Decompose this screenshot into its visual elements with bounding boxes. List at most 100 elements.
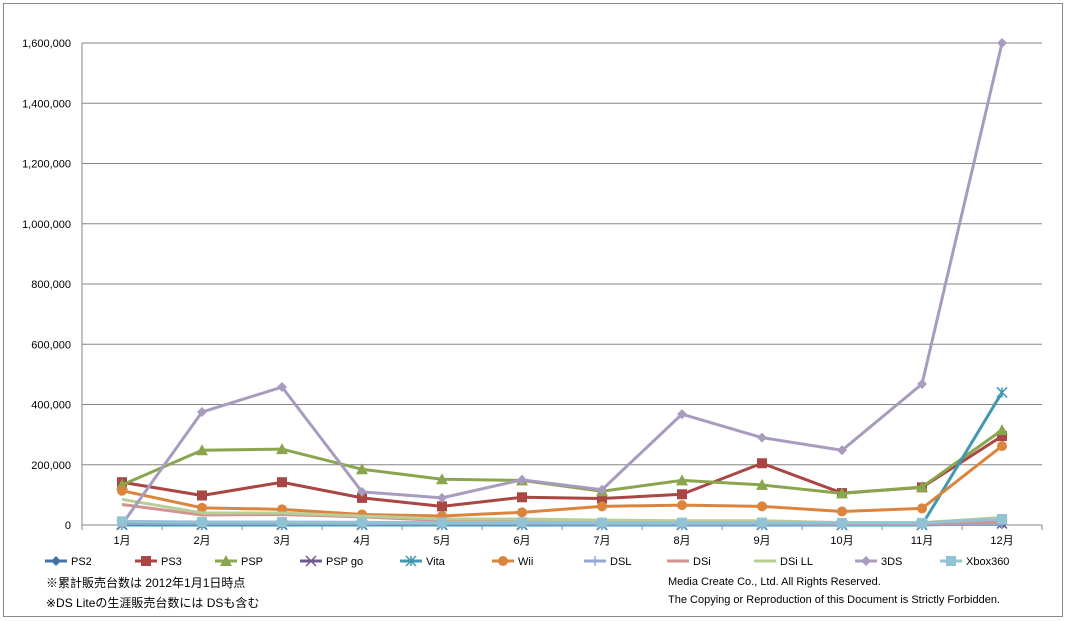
- legend-label-psp-go: PSP go: [326, 556, 363, 568]
- legend-label-wii: Wii: [518, 556, 533, 568]
- x-tick-label: 7月: [593, 535, 610, 547]
- chart-frame: [3, 3, 1063, 617]
- data-point-wii: [197, 502, 207, 513]
- data-point-psp: [756, 478, 768, 490]
- data-point-3ds: [437, 492, 447, 503]
- reproduction-notice: The Copying or Reproduction of this Docu…: [668, 594, 1000, 606]
- series-line-3ds: [120, 42, 1004, 526]
- y-tick-label: 0: [65, 520, 71, 532]
- data-point-3ds: [917, 379, 927, 390]
- y-tick-label: 1,200,000: [22, 159, 71, 171]
- data-point-wii: [517, 507, 527, 518]
- data-point-xbox360: [597, 517, 607, 528]
- data-point-wii: [757, 501, 767, 512]
- data-point-ps3: [597, 493, 607, 504]
- series-line-ps3: [121, 434, 1003, 508]
- data-point-xbox360: [437, 517, 447, 528]
- x-tick-label: 10月: [830, 535, 853, 547]
- x-tick-label: 2月: [193, 535, 210, 547]
- legend-marker-dsl: [590, 556, 600, 566]
- data-point-3ds: [197, 407, 207, 418]
- data-point-ps3: [757, 458, 767, 469]
- y-tick-label: 1,000,000: [22, 219, 71, 231]
- data-point-ps3: [277, 477, 287, 488]
- legend-label-psp: PSP: [241, 556, 263, 568]
- legend-label-dsi-ll: DSi LL: [780, 556, 813, 568]
- series-line-xbox360: [121, 517, 1003, 525]
- x-tick-label: 8月: [673, 535, 690, 547]
- legend-marker-xbox360: [946, 556, 956, 566]
- data-point-psp: [916, 481, 928, 493]
- data-point-3ds: [677, 409, 687, 420]
- legend-label-ps2: PS2: [71, 556, 92, 568]
- data-point-3ds: [997, 38, 1007, 48]
- note-cumulative: ※累計販売台数は 2012年1月1日時点: [46, 576, 246, 590]
- data-point-ps3: [997, 431, 1007, 442]
- legend-label-vita: Vita: [426, 556, 446, 568]
- data-point-psp: [436, 473, 448, 485]
- y-tick-label: 600,000: [31, 339, 71, 351]
- data-point-xbox360: [837, 517, 847, 528]
- data-point-ps3: [437, 501, 447, 512]
- data-point-ps3: [677, 489, 687, 500]
- note-ds-lite: ※DS Liteの生涯販売台数には DSも含む: [46, 596, 260, 610]
- data-point-3ds: [357, 486, 367, 497]
- legend-marker-ps2: [51, 556, 61, 566]
- data-point-psp: [276, 443, 288, 455]
- legend-marker-wii: [498, 556, 508, 566]
- x-tick-label: 3月: [273, 535, 290, 547]
- data-point-wii: [597, 501, 607, 512]
- data-point-wii: [677, 500, 687, 511]
- data-point-psp: [356, 463, 368, 475]
- x-tick-label: 1月: [113, 535, 130, 547]
- data-point-wii: [837, 506, 847, 517]
- data-point-3ds: [757, 432, 767, 443]
- data-point-psp: [836, 487, 848, 499]
- x-tick-label: 4月: [353, 535, 370, 547]
- legend-label-xbox360: Xbox360: [966, 556, 1009, 568]
- data-point-ps3: [517, 492, 527, 503]
- data-point-ps3: [197, 490, 207, 501]
- data-point-psp: [196, 444, 208, 456]
- data-point-xbox360: [117, 516, 127, 527]
- series-line-vita: [122, 391, 1004, 527]
- legend-label-dsi: DSi: [693, 556, 711, 568]
- data-point-vita: [996, 386, 1008, 398]
- x-tick-label: 12月: [990, 535, 1013, 547]
- data-point-xbox360: [357, 517, 367, 528]
- y-tick-label: 1,400,000: [22, 98, 71, 110]
- data-point-xbox360: [677, 517, 687, 528]
- data-point-3ds: [837, 445, 847, 456]
- legend-marker-ps3: [141, 556, 151, 566]
- legend-label-3ds: 3DS: [881, 556, 902, 568]
- x-tick-label: 11月: [911, 535, 933, 547]
- data-point-wii: [997, 441, 1007, 452]
- data-point-3ds: [517, 474, 527, 485]
- y-tick-label: 400,000: [31, 400, 71, 412]
- data-point-psp: [996, 424, 1008, 436]
- legend-marker-psp: [220, 555, 232, 566]
- legend-marker-3ds: [861, 556, 871, 566]
- y-tick-label: 200,000: [31, 460, 71, 472]
- x-tick-label: 9月: [753, 535, 770, 547]
- data-point-wii: [117, 485, 127, 496]
- x-tick-label: 5月: [433, 535, 450, 547]
- data-point-xbox360: [197, 516, 207, 527]
- legend-marker-psp-go: [305, 555, 317, 567]
- copyright-line: Media Create Co., Ltd. All Rights Reserv…: [668, 576, 881, 588]
- data-point-psp: [676, 474, 688, 486]
- data-point-xbox360: [517, 517, 527, 528]
- series-line-wii: [121, 444, 1003, 518]
- data-point-3ds: [277, 382, 287, 393]
- data-point-wii: [917, 503, 927, 514]
- legend-marker-vita: [405, 555, 417, 567]
- x-tick-label: 6月: [513, 535, 530, 547]
- data-point-xbox360: [277, 516, 287, 527]
- data-point-3ds: [597, 484, 607, 495]
- y-tick-label: 1,600,000: [22, 38, 71, 50]
- data-point-xbox360: [757, 517, 767, 528]
- data-point-xbox360: [917, 517, 927, 528]
- legend-label-ps3: PS3: [161, 556, 182, 568]
